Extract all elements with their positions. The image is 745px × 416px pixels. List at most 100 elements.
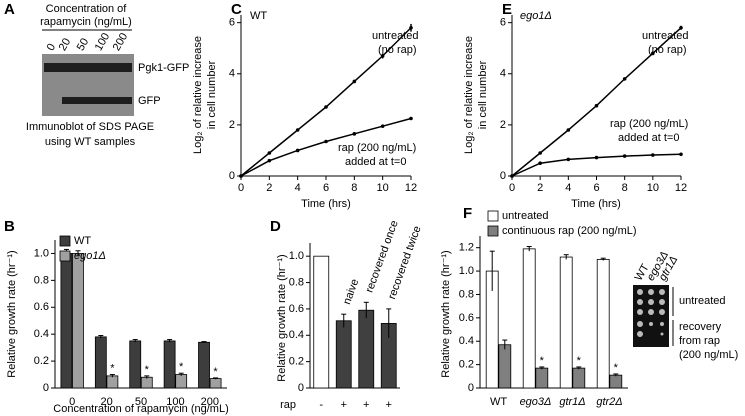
- lane-label: 100: [93, 31, 113, 53]
- x-tick-label: 100: [166, 396, 184, 408]
- annotation: rap (200 ng/mL): [610, 118, 688, 130]
- rap-label: rap: [280, 399, 296, 411]
- blot-band: [44, 63, 132, 72]
- data-point: [510, 174, 514, 178]
- y-tick-label: 0.2: [289, 356, 304, 368]
- annotation: added at t=0: [618, 132, 679, 144]
- y-tick-label: 1.0: [459, 265, 474, 277]
- x-tick-label: 10: [647, 182, 659, 194]
- lane-label: 200: [111, 31, 131, 53]
- bar: [94, 336, 107, 389]
- x-tick-label: WT: [490, 396, 507, 408]
- caption: using WT samples: [45, 136, 136, 148]
- inset-spots: [637, 289, 665, 337]
- y-tick-label: 1.0: [34, 247, 49, 259]
- x-tick-label: 12: [405, 182, 417, 194]
- bar: [72, 253, 84, 389]
- rap-sign: +: [363, 399, 369, 411]
- panel-label: E: [502, 1, 512, 18]
- panel-label: A: [4, 1, 15, 18]
- x-tick-label: 20: [100, 396, 112, 408]
- bar: [335, 320, 352, 389]
- bar: [129, 340, 142, 389]
- y-tick-label: 1.0: [289, 250, 304, 262]
- x-tick-label: 10: [377, 182, 389, 194]
- significance-mark: *: [110, 362, 115, 374]
- y-tick-label: 0: [500, 170, 506, 182]
- lane-label: 50: [75, 36, 92, 53]
- rap-sign: +: [386, 399, 392, 411]
- blot-band: [62, 97, 132, 104]
- y-axis-label: in cell number: [477, 60, 489, 129]
- y-tick-label: 0.8: [289, 276, 304, 288]
- annotation: added at t=0: [345, 156, 406, 168]
- significance-mark: *: [213, 366, 218, 378]
- y-tick-label: 0.4: [459, 335, 474, 347]
- bar: [198, 341, 210, 389]
- annotation: (no rap): [648, 44, 687, 56]
- y-axis-label: Relative growth rate (hr⁻¹): [6, 250, 18, 377]
- y-tick-label: 1.2: [459, 242, 474, 254]
- annotation: untreated: [372, 30, 418, 42]
- bar: [596, 258, 610, 389]
- x-tick-label: gtr2Δ: [596, 396, 622, 408]
- x-tick-label: 0: [238, 182, 244, 194]
- significance-mark: *: [614, 362, 619, 374]
- bar: [572, 367, 586, 389]
- y-tick-label: 2: [229, 119, 235, 131]
- y-tick-label: 6: [229, 17, 235, 29]
- lane-label: 0: [45, 42, 58, 53]
- legend-label: ego1Δ: [74, 250, 106, 262]
- x-tick-label: 12: [675, 182, 687, 194]
- y-axis-label: Relative growth rate (hr⁻¹): [276, 254, 288, 381]
- panel-label: C: [231, 1, 242, 18]
- y-tick-label: 0: [229, 170, 235, 182]
- y-axis-label: Relative growth rate (hr⁻¹): [440, 250, 452, 377]
- y-tick-label: 0.6: [459, 312, 474, 324]
- bar: [106, 375, 119, 389]
- panel-label: F: [463, 205, 472, 222]
- bar: [209, 378, 222, 389]
- annotation: (no rap): [378, 44, 417, 56]
- x-tick-label: 0: [509, 182, 515, 194]
- y-tick-label: 0.4: [289, 329, 304, 341]
- y-tick-label: 2: [500, 119, 506, 131]
- bar: [535, 367, 549, 389]
- caption: Immunoblot of SDS PAGE: [26, 121, 154, 133]
- y-tick-label: 4: [500, 68, 506, 80]
- legend-label: continuous rap (200 ng/mL): [502, 225, 637, 237]
- legend-swatch: [59, 250, 71, 262]
- x-tick-label: 50: [135, 396, 147, 408]
- x-tick-label: 200: [201, 396, 219, 408]
- y-tick-label: 0.6: [34, 301, 49, 313]
- y-tick-label: 0.2: [34, 355, 49, 367]
- x-tick-label: 2: [537, 182, 543, 194]
- x-axis-label: Concentration of rapamycin (ng/mL): [53, 403, 228, 415]
- x-tick-label: 4: [295, 182, 301, 194]
- x-tick-label: naive: [341, 277, 361, 306]
- x-tick-label: gtr1Δ: [559, 396, 585, 408]
- band-label: Pgk1-GFP: [138, 62, 189, 74]
- significance-mark: *: [145, 364, 150, 376]
- x-tick-label: 0: [69, 396, 75, 408]
- x-tick-label: ego3Δ: [520, 396, 552, 408]
- y-tick-label: 0.6: [289, 303, 304, 315]
- bar: [559, 256, 573, 389]
- chart-title: WT: [250, 10, 267, 22]
- inset-row: from rap: [679, 335, 720, 347]
- bar: [163, 340, 176, 389]
- y-tick-label: 0.4: [34, 328, 49, 340]
- blot-title: Concentration of: [46, 3, 128, 15]
- legend-swatch: [487, 210, 499, 222]
- rap-sign: +: [341, 399, 347, 411]
- lane-label: 20: [57, 36, 74, 53]
- x-tick-label: 8: [622, 182, 628, 194]
- y-axis-label: Log₂ of relative increase: [463, 36, 475, 154]
- y-tick-label: 0: [468, 382, 474, 394]
- x-axis-label: Time (hrs): [301, 198, 351, 210]
- bar: [609, 374, 623, 389]
- significance-mark: *: [540, 355, 545, 367]
- data-point: [239, 174, 243, 178]
